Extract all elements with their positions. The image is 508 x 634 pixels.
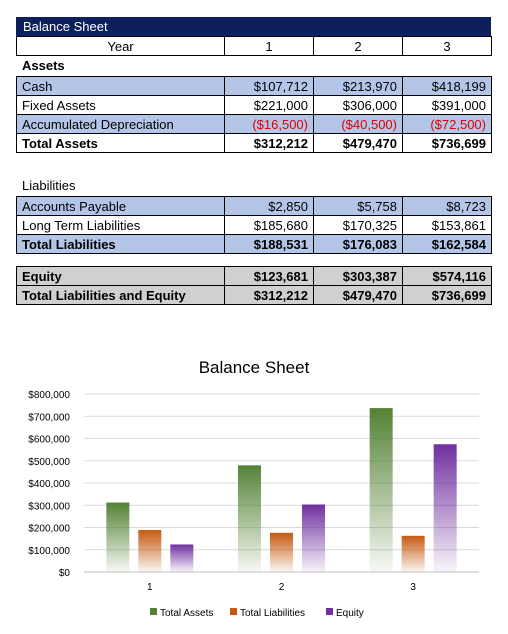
table-row: Accounts Payable $2,850 $5,758 $8,723 [16,196,492,216]
value-cell: $5,758 [313,196,403,216]
legend-label: Total Liabilities [240,608,305,619]
row-label: Total Assets [16,133,225,153]
y-tick-label: $200,000 [28,524,70,535]
balance-sheet-table: Balance Sheet Year 1 2 3 Assets Cash $10… [16,17,492,305]
row-label: Total Liabilities and Equity [16,285,225,305]
value-cell: $107,712 [224,76,314,96]
balance-sheet-chart: Balance Sheet $0 $100,000 $200,000 $300,000… [16,346,491,626]
value-cell: $8,723 [402,196,492,216]
value-cell: $303,387 [313,266,403,286]
value-cell: $188,531 [224,234,314,254]
y-tick-label: $400,000 [28,479,70,490]
bar-total-liabilities [270,532,293,572]
bar-equity [433,444,457,572]
row-label: Cash [16,76,225,96]
row-label: Accumulated Depreciation [16,114,225,134]
bar-total-assets [106,502,130,572]
equity-table: Equity $123,681 $303,387 $574,116 Total … [16,266,492,305]
bar-total-assets [369,408,393,572]
value-cell: $185,680 [224,215,314,235]
year-header-table: Year 1 2 3 [16,36,492,56]
value-cell: $221,000 [224,95,314,115]
assets-heading: Assets [22,58,65,73]
sheet-title: Balance Sheet [16,17,491,36]
value-cell: $418,199 [402,76,492,96]
value-cell: $153,861 [402,215,492,235]
year-row: Year 1 2 3 [16,36,492,56]
value-cell: $736,699 [402,133,492,153]
value-cell: $170,325 [313,215,403,235]
bar-equity [170,544,194,572]
y-tick-label: $500,000 [28,457,70,468]
bar-equity [302,504,325,572]
x-tick-label: 2 [279,582,285,593]
table-row: Long Term Liabilities $185,680 $170,325 … [16,215,492,235]
negative-value-cell: ($40,500) [313,114,403,134]
legend-label: Total Assets [160,608,213,619]
row-label: Accounts Payable [16,196,225,216]
value-cell: $2,850 [224,196,314,216]
value-cell: $391,000 [402,95,492,115]
liabilities-table: Accounts Payable $2,850 $5,758 $8,723 Lo… [16,196,492,254]
total-liabilities-equity-row: Total Liabilities and Equity $312,212 $4… [16,285,492,305]
year-label: Year [16,36,225,56]
liabilities-heading: Liabilities [22,178,76,193]
row-label: Long Term Liabilities [16,215,225,235]
value-cell: $479,470 [313,285,403,305]
x-tick-label: 1 [147,582,153,593]
year-cell: 2 [313,36,403,56]
assets-table: Cash $107,712 $213,970 $418,199 Fixed As… [16,76,492,153]
chart-title: Balance Sheet [199,358,310,377]
year-cell: 3 [402,36,492,56]
y-tick-label: $300,000 [28,501,70,512]
legend-swatch [150,608,157,615]
y-tick-label: $800,000 [28,390,70,401]
legend-label: Equity [336,608,364,619]
negative-value-cell: ($16,500) [224,114,314,134]
negative-value-cell: ($72,500) [402,114,492,134]
table-row: Fixed Assets $221,000 $306,000 $391,000 [16,95,492,115]
equity-row: Equity $123,681 $303,387 $574,116 [16,266,492,286]
bar-total-liabilities [401,535,425,572]
value-cell: $312,212 [224,285,314,305]
value-cell: $213,970 [313,76,403,96]
y-tick-label: $700,000 [28,412,70,423]
x-tick-label: 3 [410,582,416,593]
row-label: Total Liabilities [16,234,225,254]
value-cell: $736,699 [402,285,492,305]
y-tick-label: $100,000 [28,546,70,557]
legend-swatch [326,608,333,615]
row-label: Equity [16,266,225,286]
value-cell: $176,083 [313,234,403,254]
y-tick-label: $600,000 [28,435,70,446]
year-cell: 1 [224,36,314,56]
legend-swatch [230,608,237,615]
value-cell: $479,470 [313,133,403,153]
y-tick-label: $0 [59,568,71,579]
value-cell: $162,584 [402,234,492,254]
table-row: Accumulated Depreciation ($16,500) ($40,… [16,114,492,134]
value-cell: $306,000 [313,95,403,115]
table-row: Cash $107,712 $213,970 $418,199 [16,76,492,96]
value-cell: $312,212 [224,133,314,153]
value-cell: $574,116 [402,266,492,286]
total-assets-row: Total Assets $312,212 $479,470 $736,699 [16,133,492,153]
total-liabilities-row: Total Liabilities $188,531 $176,083 $162… [16,234,492,254]
row-label: Fixed Assets [16,95,225,115]
chart-svg: Balance Sheet $0 $100,000 $200,000 $300,000… [28,358,479,619]
bar-total-liabilities [138,530,162,572]
value-cell: $123,681 [224,266,314,286]
bar-total-assets [238,465,261,572]
